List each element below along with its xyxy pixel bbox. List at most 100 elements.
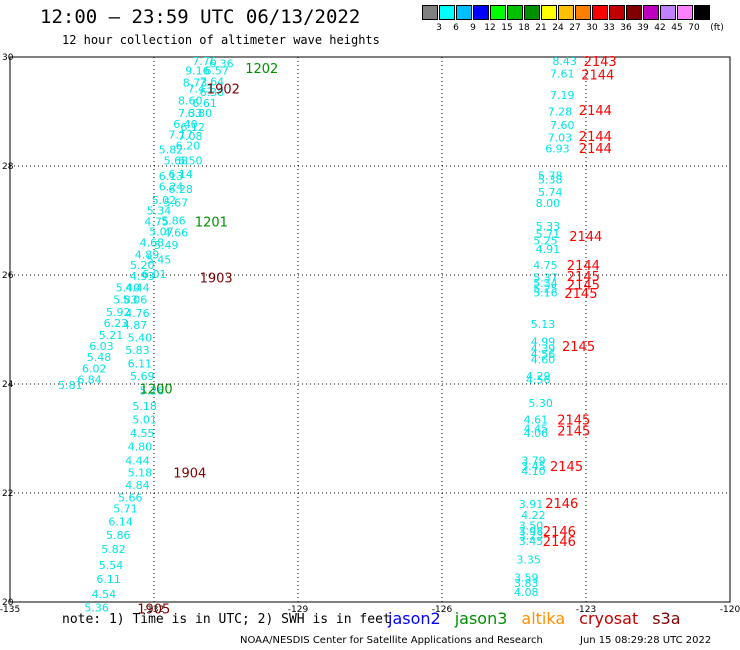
wave-height-label: 7.08 bbox=[178, 130, 203, 143]
colorbar-swatch bbox=[422, 5, 438, 20]
lat-tick-label: 24 bbox=[2, 380, 14, 390]
wave-height-label: 6.14 bbox=[168, 168, 193, 181]
colorbar-swatch bbox=[439, 5, 455, 20]
colorbar-label: 21 bbox=[535, 23, 547, 33]
wave-height-label: 8.43 bbox=[552, 55, 577, 68]
wave-height-label: 3.79 bbox=[521, 454, 546, 467]
wave-height-label: 4.87 bbox=[123, 319, 148, 332]
colorbar-label: 24 bbox=[552, 23, 564, 33]
wave-height-label: 5.36 bbox=[84, 601, 109, 614]
pass-time-label: 2145 bbox=[567, 278, 600, 293]
wave-height-label: 4.75 bbox=[144, 216, 169, 229]
pass-time-label: 2145 bbox=[557, 424, 590, 439]
wave-height-label: 5.68 bbox=[164, 155, 189, 168]
wave-height-label: 7.43 bbox=[188, 83, 213, 96]
wave-height-label: 5.40 bbox=[128, 332, 153, 345]
wave-height-label: 5.67 bbox=[164, 197, 189, 210]
wave-height-label: 3.83 bbox=[514, 577, 539, 590]
pass-time-label: 2144 bbox=[581, 68, 614, 83]
wave-height-label: 6.50 bbox=[178, 155, 203, 168]
lat-tick-label: 26 bbox=[2, 271, 14, 281]
colorbar-label: 36 bbox=[620, 23, 632, 33]
wave-height-label: 5.86 bbox=[106, 529, 131, 542]
wave-height-label: 4.80 bbox=[128, 441, 153, 454]
wave-height-label: 4.56 bbox=[526, 374, 551, 387]
wave-height-label: 9.16 bbox=[185, 65, 210, 78]
wave-height-label: 6.23 bbox=[104, 317, 129, 330]
legend-cryosat: cryosat bbox=[579, 609, 639, 628]
wave-height-label: 5.71 bbox=[536, 228, 561, 241]
wave-height-label: 4.06 bbox=[524, 427, 549, 440]
pass-time-label: 2145 bbox=[564, 287, 597, 302]
wave-height-label: 5.06 bbox=[123, 294, 148, 307]
wave-height-label: 5.38 bbox=[538, 174, 563, 187]
wave-height-label: 5.01 bbox=[132, 413, 157, 426]
lat-tick-label: 28 bbox=[2, 162, 14, 172]
wave-height-label: 4.56 bbox=[531, 348, 556, 361]
wave-height-label: 4.68 bbox=[140, 236, 165, 249]
colorbar-swatch bbox=[592, 5, 608, 20]
pass-time-label: 1201 bbox=[195, 216, 228, 231]
wave-height-label: 6.11 bbox=[96, 573, 121, 586]
wave-height-label: 5.34 bbox=[533, 277, 558, 290]
colorbar-label: 18 bbox=[518, 23, 530, 33]
wave-height-label: 8.60 bbox=[178, 95, 203, 108]
wave-height-label: 6.93 bbox=[545, 143, 570, 156]
page-title: 12:00 — 23:59 UTC 06/13/2022 bbox=[40, 6, 361, 28]
pass-time-label: 2145 bbox=[550, 460, 583, 475]
wave-height-label: 4.75 bbox=[533, 259, 558, 272]
wave-height-label: 6.36 bbox=[209, 58, 234, 71]
wave-height-label: 4.91 bbox=[536, 243, 561, 256]
wave-height-label: 5.81 bbox=[58, 379, 83, 392]
pass-time-label: 1200 bbox=[140, 382, 173, 397]
wave-height-label: 5.82 bbox=[101, 543, 126, 556]
wave-height-label: 5.18 bbox=[128, 466, 153, 479]
wave-height-label: 4.39 bbox=[531, 343, 556, 356]
wave-height-label: 7.33 bbox=[178, 107, 203, 120]
wave-height-label: 4.76 bbox=[125, 307, 150, 320]
pass-time-label: 2145 bbox=[562, 340, 595, 355]
wave-height-label: 6.40 bbox=[173, 118, 198, 131]
pass-time-label: 2146 bbox=[545, 497, 578, 512]
wave-height-label: 4.54 bbox=[92, 588, 117, 601]
wave-height-label: 5.16 bbox=[533, 286, 558, 299]
wave-height-label: 5.07 bbox=[149, 225, 174, 238]
wave-height-label: 4.29 bbox=[526, 370, 551, 383]
wave-height-label: 4.89 bbox=[135, 248, 160, 261]
wave-height-label: 4.60 bbox=[531, 353, 556, 366]
colorbar-label: 27 bbox=[569, 23, 581, 33]
colorbar-label: 70 bbox=[688, 23, 700, 33]
colorbar-label: 39 bbox=[637, 23, 649, 33]
lat-tick-label: 20 bbox=[2, 598, 14, 608]
wave-height-label: 6.28 bbox=[168, 183, 193, 196]
colorbar-swatch bbox=[643, 5, 659, 20]
lat-tick-label: 22 bbox=[2, 489, 13, 499]
colorbar-label: 33 bbox=[603, 23, 615, 33]
credit-date: Jun 15 08:29:28 UTC 2022 bbox=[580, 635, 712, 646]
colorbar-label: 42 bbox=[654, 23, 666, 33]
pass-time-label: 2143 bbox=[584, 55, 617, 70]
lon-tick-label: -123 bbox=[576, 605, 596, 615]
wave-height-label: 5.86 bbox=[161, 215, 186, 228]
wave-height-label: 5.13 bbox=[531, 318, 556, 331]
pass-time-label: 1202 bbox=[245, 62, 278, 77]
wave-height-label: 4.61 bbox=[524, 413, 549, 426]
colorbar-swatch bbox=[626, 5, 642, 20]
wave-height-label: 6.12 bbox=[180, 121, 205, 134]
wave-height-label: 4.66 bbox=[164, 226, 189, 239]
wave-height-label: 8.73 bbox=[183, 77, 208, 90]
wave-height-label: 3.50 bbox=[519, 520, 544, 533]
wave-height-label: 6.20 bbox=[176, 139, 201, 152]
wave-height-label: 5.78 bbox=[538, 169, 563, 182]
colorbar-label: 15 bbox=[501, 23, 513, 33]
wave-height-label: 5.25 bbox=[533, 235, 558, 248]
colorbar-swatch bbox=[558, 5, 574, 20]
map-frame bbox=[9, 56, 731, 603]
wave-height-label: 7.61 bbox=[550, 67, 575, 80]
colorbar-label: 6 bbox=[453, 23, 459, 33]
wave-height-label: 6.01 bbox=[142, 268, 167, 281]
wave-height-label: 5.30 bbox=[528, 397, 553, 410]
page-subtitle: 12 hour collection of altimeter wave hei… bbox=[62, 33, 380, 47]
wave-height-label: 5.82 bbox=[159, 144, 184, 157]
